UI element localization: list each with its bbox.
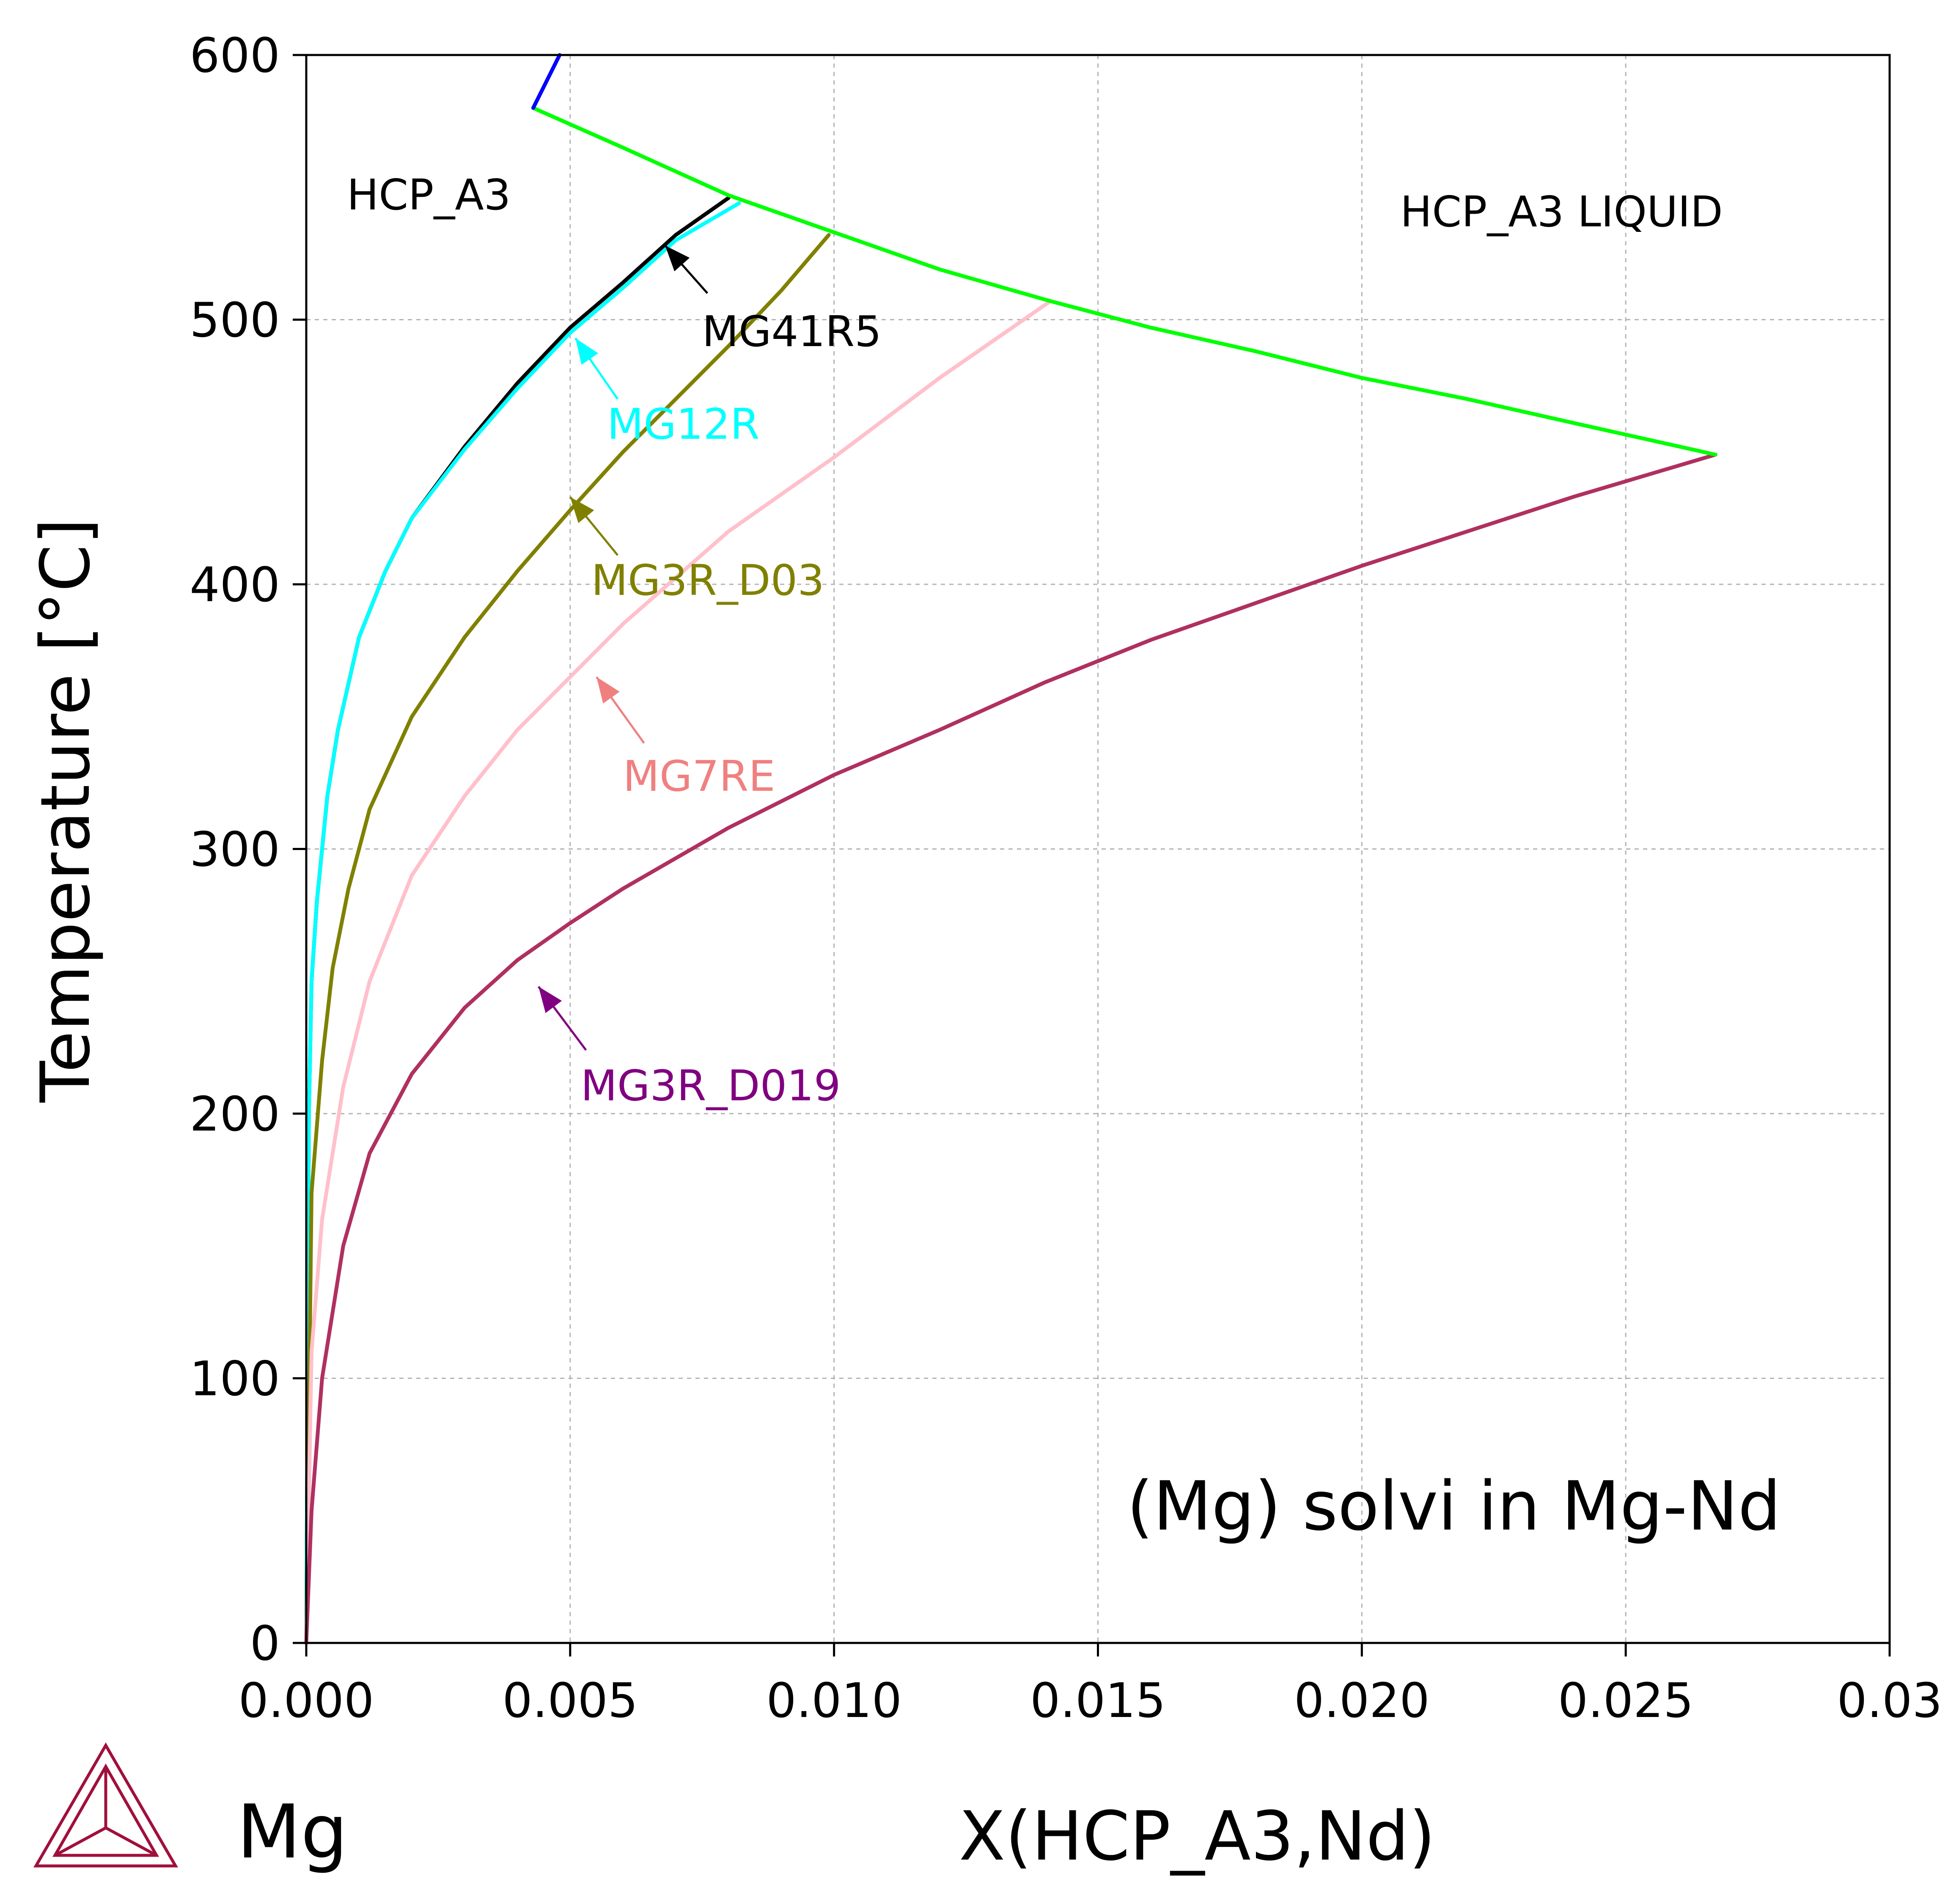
- annotation-label-mg41r5: MG41R5: [702, 307, 882, 356]
- series-group: [304, 53, 1717, 1645]
- y-tick-label: 400: [190, 558, 280, 613]
- annotation-arrowhead-mg12r: [575, 338, 599, 365]
- y-tick-label: 0: [250, 1616, 280, 1671]
- x-tick-label: 0.000: [239, 1673, 374, 1728]
- axis-ticks: 0.000 0.005 0.010 0.015 0.020 0.025 0.03 0 100 20…: [190, 28, 1942, 1728]
- grid-lines: [306, 55, 1890, 1643]
- logo-element-label: Mg: [237, 1789, 348, 1875]
- series-line-mg12r: [304, 201, 741, 1645]
- annotation-arrowhead-mg3r-d019: [539, 986, 562, 1013]
- y-tick-label: 200: [190, 1087, 280, 1142]
- x-tick-label: 0.015: [1030, 1673, 1166, 1728]
- x-axis-label: X(HCP_A3,Nd): [959, 1797, 1435, 1876]
- x-tick-label: 0.020: [1294, 1673, 1430, 1728]
- annotations-group: MG41R5 MG12R MG3R_D03 MG7RE MG3R_D019: [537, 245, 882, 1111]
- series-line-mg3r-d019: [304, 453, 1717, 1645]
- y-tick-label: 500: [190, 293, 280, 348]
- x-tick-label: 0.010: [766, 1673, 902, 1728]
- annotation-arrowhead-mg41r5: [665, 245, 690, 272]
- region-label-hcp-a3-liquid: HCP_A3 LIQUID: [1400, 187, 1723, 237]
- chart-title: (Mg) solvi in Mg-Nd: [1127, 1467, 1781, 1546]
- annotation-label-mg3r-d019: MG3R_D019: [581, 1061, 841, 1111]
- annotation-arrowhead-mg3r-d03: [570, 497, 594, 523]
- x-tick-label: 0.03: [1837, 1673, 1942, 1728]
- series-line-liquid-boundary: [531, 106, 1717, 457]
- y-tick-label: 100: [190, 1352, 280, 1407]
- y-tick-label: 600: [190, 28, 280, 83]
- annotation-arrowhead-mg7re: [596, 677, 620, 704]
- x-tick-label: 0.005: [503, 1673, 638, 1728]
- triangle-logo-icon: [33, 1742, 179, 1868]
- y-tick-label: 300: [190, 823, 280, 878]
- series-line-mg3r-d03: [304, 233, 831, 1645]
- annotation-label-mg12r: MG12R: [607, 399, 760, 449]
- annotation-label-mg7re: MG7RE: [623, 751, 775, 801]
- series-line-upper-boundary: [531, 53, 562, 110]
- y-axis-label: Temperature [°C]: [26, 518, 105, 1103]
- annotation-label-mg3r-d03: MG3R_D03: [591, 556, 824, 605]
- region-label-hcp-a3: HCP_A3: [347, 170, 511, 220]
- x-tick-label: 0.025: [1558, 1673, 1694, 1728]
- series-line-mg7re: [304, 299, 1052, 1645]
